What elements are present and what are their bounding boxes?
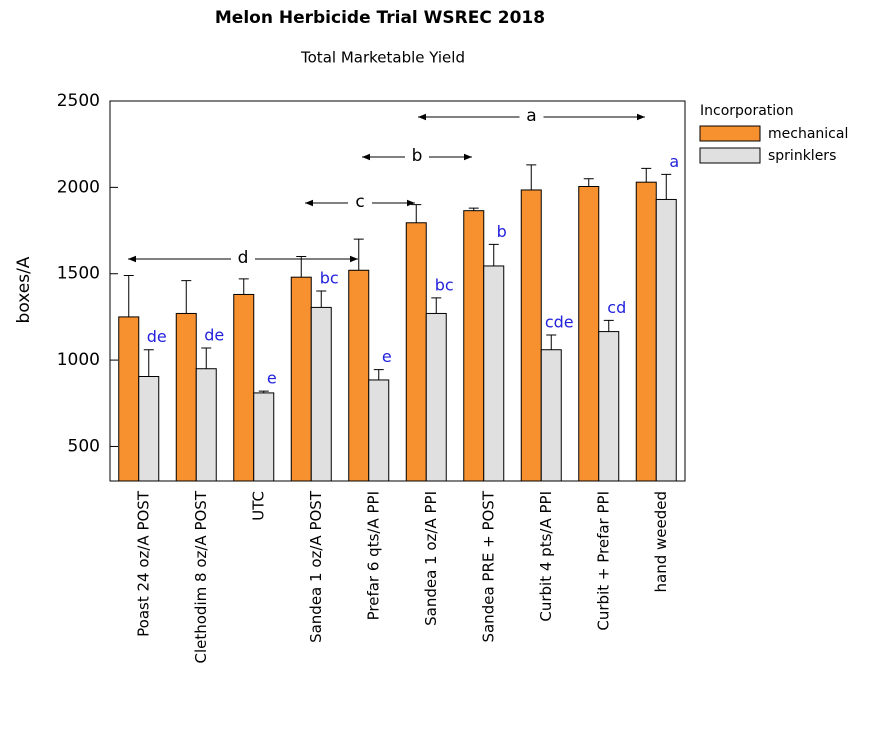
significance-letter: b [497,222,507,241]
error-bar [431,297,442,314]
legend-swatch [699,147,761,164]
bar [118,316,140,482]
error-bar [583,178,594,187]
x-tick-label: Clethodim 8 oz/A POST [192,490,210,663]
x-tick-label: Poast 24 oz/A POST [134,490,152,637]
bar [578,186,600,482]
error-bar [353,238,364,271]
chart-title: Melon Herbicide Trial WSREC 2018 [215,8,545,28]
x-tick-label: UTC [249,491,267,521]
chart-subtitle: Total Marketable Yield [300,49,465,67]
bar [463,210,485,482]
significance-letter: de [147,327,167,346]
legend-label: mechanical [768,126,848,142]
significance-letter: cd [607,298,626,317]
significance-letter: de [204,326,224,345]
x-tick-label: Prefar 6 qts/A PPI [364,491,382,620]
error-bar [526,164,537,190]
error-bar [661,173,672,200]
group-letter: d [238,248,249,268]
x-tick-label: hand weeded [652,491,670,593]
x-tick-label: Sandea 1 oz/A POST [307,490,325,643]
y-tick-label: 500 [68,436,100,456]
x-tick-label: Curbit 4 pts/A PPI [537,491,555,622]
error-bar [143,349,154,377]
error-bar [181,280,192,314]
bar [175,312,197,482]
bar [655,198,677,482]
bar [253,392,275,482]
error-bar [316,290,327,308]
group-letter: a [526,106,536,126]
legend-title: Incorporation [700,103,794,119]
significance-letter: e [382,347,392,366]
error-bar [641,167,652,183]
significance-letter: bc [320,269,339,288]
bar [405,222,427,482]
error-bar [468,207,479,211]
x-tick-label: Sandea 1 oz/A PPI [422,491,440,626]
error-bar [296,255,307,278]
y-tick-label: 1500 [57,264,100,284]
error-bar [238,278,249,295]
bar [520,189,542,482]
significance-letter: a [669,152,679,171]
significance-letter: cde [545,313,574,332]
y-axis-label: boxes/A [14,256,34,323]
y-tick-label: 2000 [57,177,100,197]
bar [233,293,255,482]
error-bar [603,319,614,332]
bar [540,349,562,482]
group-letter: b [412,146,423,166]
error-bar [411,204,422,223]
bar [290,276,312,482]
x-tick-label: Curbit + Prefar PPI [594,491,612,631]
bar [483,265,505,482]
error-bar [201,347,212,369]
bar [195,368,217,482]
plot-frame [109,100,686,482]
bar [598,331,620,482]
bar [348,269,370,482]
error-bar [258,390,269,393]
error-bar [123,274,134,317]
legend-swatch [699,125,761,142]
y-tick-label: 1000 [57,350,100,370]
error-bar [546,334,557,350]
group-letter: c [355,192,364,212]
bar [425,312,447,482]
significance-letter: e [267,369,277,388]
bar [368,379,390,482]
y-tick-label: 2500 [57,91,100,111]
bar [310,306,332,482]
bar [635,181,657,482]
error-bar [373,369,384,380]
error-bar [488,243,499,266]
bar [138,376,160,482]
significance-letter: bc [435,275,454,294]
x-tick-label: Sandea PRE + POST [479,490,497,642]
legend-label: sprinklers [768,148,836,164]
